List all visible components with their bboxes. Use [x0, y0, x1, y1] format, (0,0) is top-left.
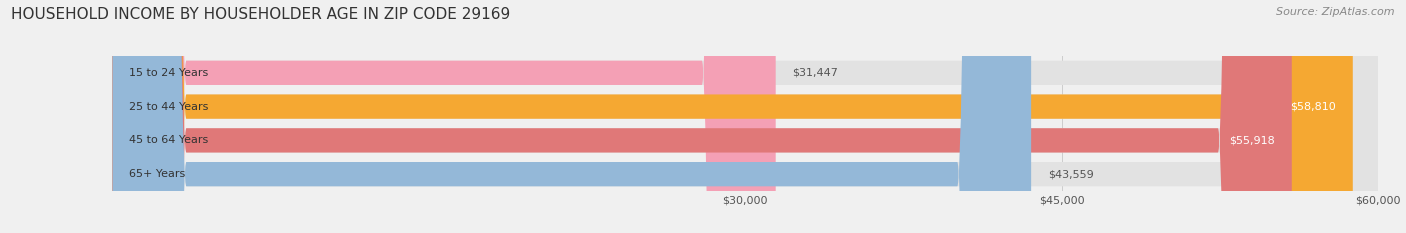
- Text: 25 to 44 Years: 25 to 44 Years: [129, 102, 208, 112]
- FancyBboxPatch shape: [112, 0, 1353, 233]
- Text: $31,447: $31,447: [793, 68, 838, 78]
- Text: 65+ Years: 65+ Years: [129, 169, 186, 179]
- Text: HOUSEHOLD INCOME BY HOUSEHOLDER AGE IN ZIP CODE 29169: HOUSEHOLD INCOME BY HOUSEHOLDER AGE IN Z…: [11, 7, 510, 22]
- Text: $55,918: $55,918: [1229, 135, 1275, 145]
- Text: $58,810: $58,810: [1291, 102, 1336, 112]
- FancyBboxPatch shape: [112, 0, 1031, 233]
- FancyBboxPatch shape: [112, 0, 776, 233]
- FancyBboxPatch shape: [112, 0, 1378, 233]
- Text: Source: ZipAtlas.com: Source: ZipAtlas.com: [1277, 7, 1395, 17]
- FancyBboxPatch shape: [112, 0, 1292, 233]
- Text: $43,559: $43,559: [1047, 169, 1094, 179]
- Text: 45 to 64 Years: 45 to 64 Years: [129, 135, 208, 145]
- FancyBboxPatch shape: [112, 0, 1378, 233]
- FancyBboxPatch shape: [112, 0, 1378, 233]
- Text: 15 to 24 Years: 15 to 24 Years: [129, 68, 208, 78]
- FancyBboxPatch shape: [112, 0, 1378, 233]
